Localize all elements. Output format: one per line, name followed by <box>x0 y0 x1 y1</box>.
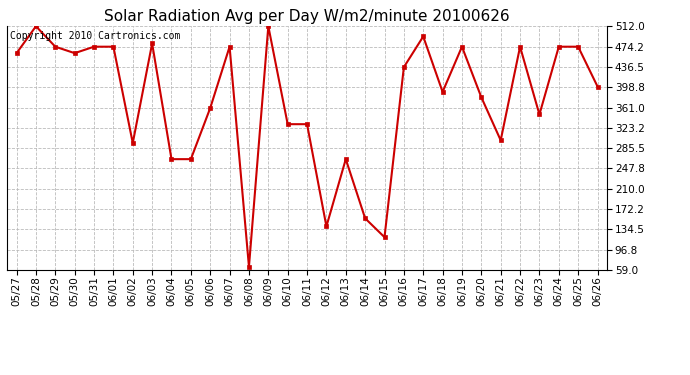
Text: Copyright 2010 Cartronics.com: Copyright 2010 Cartronics.com <box>10 31 180 41</box>
Title: Solar Radiation Avg per Day W/m2/minute 20100626: Solar Radiation Avg per Day W/m2/minute … <box>104 9 510 24</box>
